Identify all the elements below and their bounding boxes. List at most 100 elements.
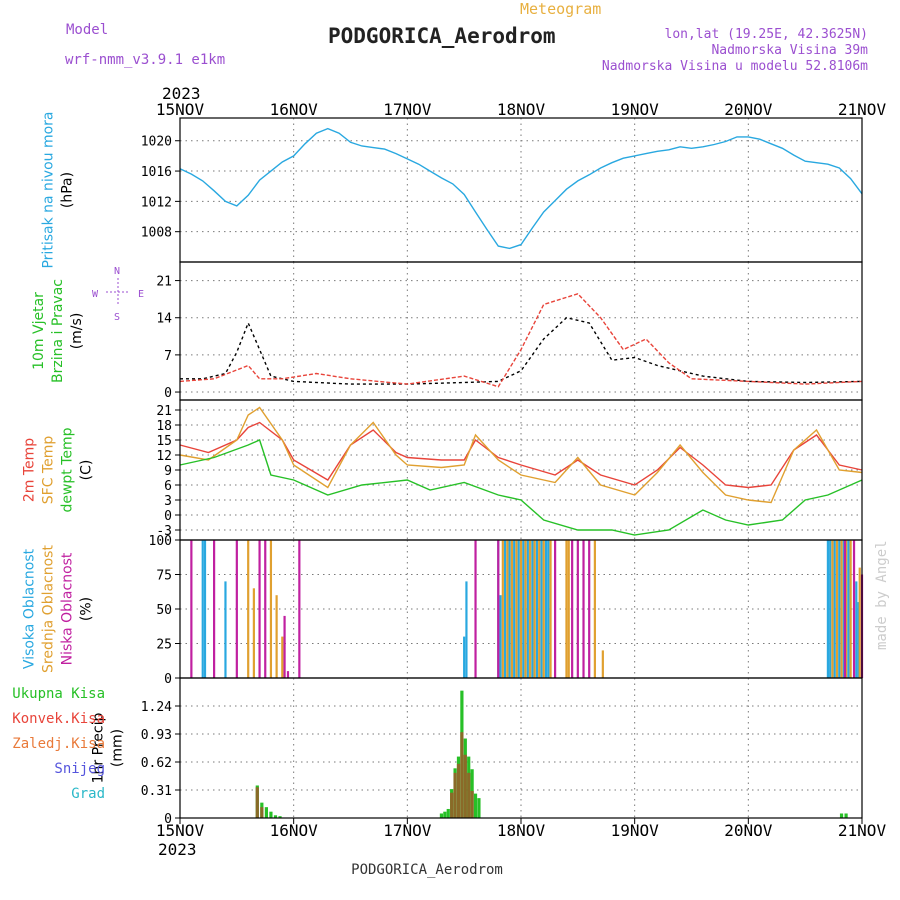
bar-high — [517, 540, 520, 678]
coordinates: lon,lat (19.25E, 42.3625N) — [665, 27, 869, 42]
compass-w: W — [92, 289, 99, 300]
bar-mid — [533, 540, 536, 678]
y-tick-label: 7 — [164, 349, 172, 364]
y-tick-label: -3 — [156, 524, 172, 539]
model-elevation: Nadmorska Visina u modelu 52.8106m — [602, 59, 868, 74]
y-tick-label: 1016 — [141, 165, 172, 180]
bar-low — [852, 540, 856, 678]
bar-mid — [835, 540, 839, 678]
y-tick-label: 6 — [164, 479, 172, 494]
bar-mid — [501, 540, 504, 678]
model-name: wrf-nmm_v3.9.1 e1km — [65, 52, 225, 68]
y-tick-label: 12 — [156, 449, 172, 464]
precip-legend-label: Zaledj.Kisa — [12, 736, 105, 752]
bar-konvek.kisa — [450, 792, 454, 818]
y-tick-label: 14 — [156, 312, 172, 327]
precip-legend-label: Snijeg — [54, 761, 105, 777]
panel-precip: 0 0.31 0.62 0.93 1.24 1hr Precip (mm) — [91, 677, 863, 827]
bar-ukupna-kisa — [839, 813, 844, 818]
bar-high — [499, 595, 502, 678]
bar-high — [508, 540, 511, 678]
bar-low — [582, 540, 585, 678]
bar-low — [283, 615, 286, 678]
bar-mid — [858, 567, 861, 678]
precip-legend-label: Grad — [71, 786, 105, 802]
y-tick-label: 100 — [149, 534, 172, 549]
y-tick-label: 21 — [156, 404, 172, 419]
bar-konvek.kisa — [467, 772, 471, 818]
compass-icon — [106, 278, 130, 306]
model-label: Model — [66, 22, 108, 38]
bar-ukupna-kisa — [844, 813, 848, 818]
y-tick-label: 1.24 — [141, 700, 172, 715]
bar-high — [544, 540, 548, 678]
station-elevation: Nadmorska Visina 39m — [711, 43, 868, 58]
bar-high — [847, 540, 850, 678]
y-tick-label: 0 — [164, 509, 172, 524]
bar-low — [258, 540, 261, 678]
bar-high — [857, 602, 860, 678]
bar-konvek.kisa — [255, 787, 259, 818]
y-axis-label: 1hr Precip — [91, 713, 107, 784]
series-line-dewpt-temp — [179, 439, 863, 536]
y-axis-label: (hPa) — [60, 172, 76, 208]
bar-high — [826, 540, 829, 678]
bar-high — [465, 581, 468, 678]
series-line-sfc-temp — [179, 406, 863, 504]
bar-low — [576, 540, 579, 678]
bar-high — [224, 581, 227, 678]
y-tick-label: 0 — [164, 672, 172, 687]
series-line-gust — [179, 293, 863, 388]
bar-ukupna-kisa — [473, 793, 478, 818]
y-axis-label: (%) — [79, 597, 95, 621]
bar-konvek.kisa — [260, 807, 264, 818]
y-tick-label: 0.93 — [141, 728, 172, 743]
station-title: PODGORICA_Aerodrom — [328, 24, 556, 48]
bar-high — [522, 540, 525, 678]
x-tick-label-bottom: 16NOV — [270, 821, 319, 840]
bar-mid — [281, 636, 284, 678]
y-axis-label: Srednja Oblacnost — [41, 545, 57, 673]
y-tick-label: 0 — [164, 812, 172, 827]
bar-mid — [565, 540, 568, 678]
credit: made by Angel — [874, 540, 890, 650]
y-tick-label: 3 — [164, 494, 172, 509]
x-tick-label-bottom: 18NOV — [497, 821, 546, 840]
precip-legend-label: Ukupna Kisa — [12, 686, 105, 702]
bar-konvek.kisa — [470, 790, 474, 818]
panel-wind: 0 7 14 21 10m Vjetar Brzina i Pravac (m/s) — [31, 261, 863, 401]
y-axis-label: (C) — [79, 460, 95, 481]
footer-station: PODGORICA_Aerodrom — [351, 862, 503, 878]
x-tick-label-bottom: 20NOV — [724, 821, 773, 840]
bar-mid — [247, 540, 250, 678]
x-tick-label-bottom: 19NOV — [611, 821, 660, 840]
bar-mid — [510, 540, 514, 678]
bar-high — [547, 540, 550, 678]
bar-high — [203, 540, 207, 678]
x-tick-label-top: 15NOV — [156, 100, 205, 119]
y-tick-label: 9 — [164, 464, 172, 479]
bar-mid — [515, 540, 518, 678]
x-tick-label-top: 16NOV — [270, 100, 319, 119]
y-axis-label: Brzina i Pravac — [50, 279, 66, 383]
y-tick-label: 75 — [156, 569, 172, 584]
compass-s: S — [114, 312, 120, 323]
bar-mid — [844, 540, 848, 678]
bar-low — [554, 540, 557, 678]
year-top: 2023 — [162, 84, 201, 103]
bar-mid — [524, 540, 527, 678]
bar-konvek.kisa — [456, 763, 461, 818]
x-tick-label-bottom: 15NOV — [156, 821, 205, 840]
bar-mid — [542, 540, 545, 678]
bar-mid — [549, 540, 552, 678]
bar-ukupna-kisa — [439, 813, 444, 818]
bar-konvek.kisa — [463, 754, 467, 818]
y-tick-label: 1012 — [141, 195, 172, 210]
panel-pressure: 1008 1012 1016 1020 Pritisak na nivou mora (h… — [41, 111, 863, 269]
bar-konvek.kisa — [453, 772, 457, 818]
year-bottom: 2023 — [158, 840, 197, 859]
compass-n: N — [114, 266, 120, 277]
y-tick-label: 25 — [156, 638, 172, 653]
bar-ukupna-kisa — [477, 798, 481, 818]
